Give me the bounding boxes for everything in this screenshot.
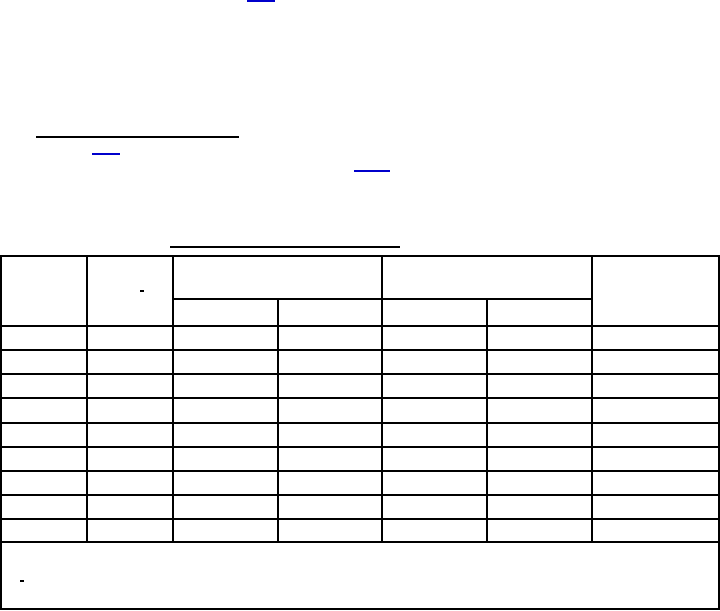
row-line: [0, 494, 720, 496]
table-border-left: [0, 255, 2, 610]
row-line: [0, 446, 720, 448]
column-line: [381, 255, 383, 543]
row-line: [0, 397, 720, 399]
table-border-bottom: [0, 608, 720, 610]
column-line: [172, 255, 174, 543]
row-line: [0, 349, 720, 351]
link-underline[interactable]: [92, 153, 120, 155]
table-border-top: [0, 255, 720, 257]
row-line: [0, 541, 720, 543]
column-line: [277, 298, 279, 543]
row-line: [0, 422, 720, 424]
data-table: [0, 255, 720, 610]
column-line: [486, 298, 488, 543]
table-title-underline: [170, 246, 400, 248]
link-underline[interactable]: [247, 0, 275, 2]
column-line: [591, 255, 593, 543]
row-line: [0, 518, 720, 520]
column-line: [86, 255, 88, 543]
table-border-right: [718, 255, 720, 610]
link-underline[interactable]: [354, 170, 390, 172]
heading-underline: [36, 136, 239, 138]
row-line: [0, 373, 720, 375]
row-line: [0, 325, 720, 327]
row-line: [0, 470, 720, 472]
dash-mark: [20, 580, 24, 582]
dash-mark: [140, 290, 144, 292]
